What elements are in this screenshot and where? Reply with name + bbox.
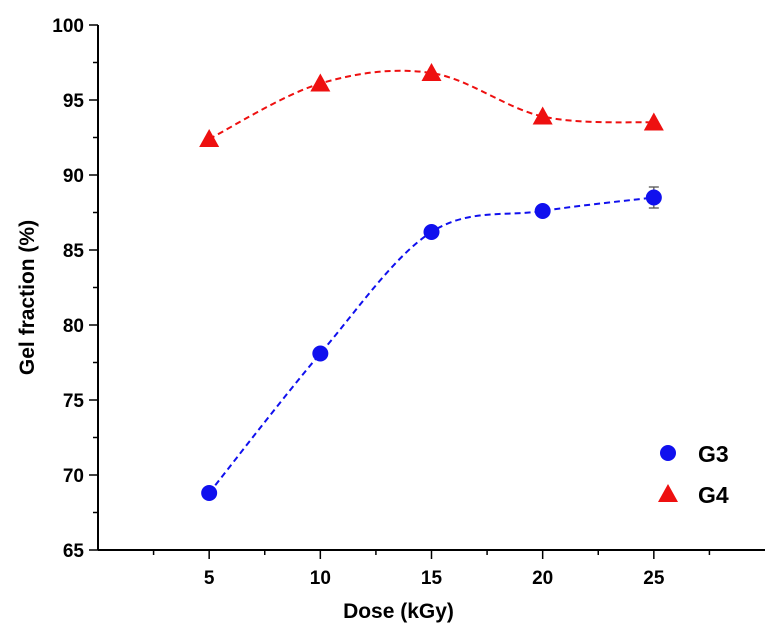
x-tick-label: 5: [204, 568, 215, 589]
legend-marker-g4: [658, 484, 678, 502]
data-point-g3: [201, 485, 218, 501]
legend-marker-g3: [660, 445, 676, 461]
data-point-g4: [532, 106, 553, 125]
data-point-g4: [310, 73, 331, 92]
x-tick-label: 10: [310, 568, 331, 589]
data-point-g4: [421, 63, 442, 81]
axes: 5 10 15 20 25 65 70 75 80 85 90 95 100 Dose (kGy) Gel …: [16, 16, 765, 623]
data-point-g4: [643, 112, 664, 131]
y-tick-label: 90: [63, 166, 84, 187]
legend-label-g3: G3: [698, 441, 729, 467]
data-point-g3: [645, 189, 662, 206]
x-tick-label: 25: [643, 568, 665, 589]
data-point-g3: [534, 203, 551, 219]
x-tick-label: 20: [532, 568, 553, 589]
legend: G3 G4: [658, 441, 729, 508]
data-point-g4: [199, 129, 220, 147]
y-tick-label: 85: [63, 241, 85, 262]
y-tick-label: 100: [52, 16, 84, 37]
x-tick-label: 15: [421, 568, 443, 589]
y-axis-title: Gel fraction (%): [16, 220, 39, 375]
data-points: [199, 63, 664, 501]
y-tick-label: 80: [63, 316, 84, 337]
fit-curves: [208, 69, 654, 494]
y-tick-label: 95: [63, 91, 85, 112]
y-tick-label: 70: [63, 466, 84, 487]
y-tick-label: 65: [63, 541, 85, 562]
fit-curve-g3: [208, 196, 654, 494]
x-axis-title: Dose (kGy): [343, 600, 454, 623]
data-point-g3: [423, 224, 440, 240]
fit-curve-g4: [208, 69, 654, 140]
y-tick-label: 75: [63, 391, 85, 412]
data-point-g3: [312, 345, 329, 362]
legend-label-g4: G4: [698, 482, 729, 508]
